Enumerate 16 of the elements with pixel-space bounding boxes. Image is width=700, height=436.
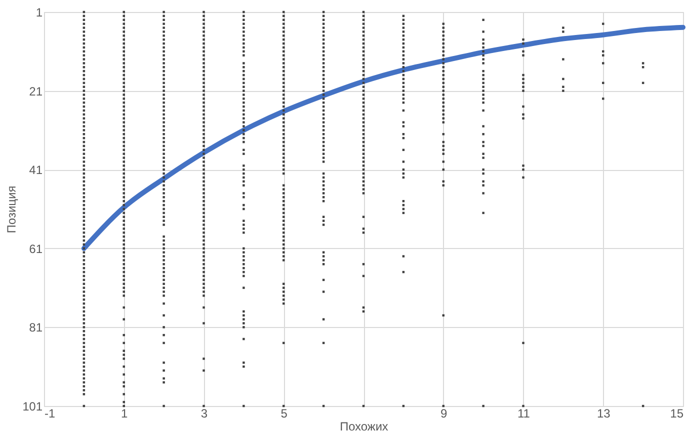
x-tick-label: 9 <box>440 406 448 420</box>
x-tick-label: 11 <box>518 406 530 420</box>
y-tick-label: 81 <box>29 320 43 335</box>
y-tick-label: 61 <box>29 242 43 256</box>
y-tick-label: 1 <box>36 6 43 20</box>
x-tick-label: 5 <box>280 406 288 420</box>
x-tick-label: 15 <box>670 406 684 420</box>
x-tick-label: 1 <box>121 406 128 420</box>
x-tick-label: -1 <box>44 406 56 420</box>
y-tick-label: 21 <box>29 84 43 98</box>
y-axis-title: Позиция <box>4 186 18 234</box>
x-axis-title: Похожих <box>340 420 388 434</box>
x-tick-label: 3 <box>200 406 208 420</box>
y-tick-label: 101 <box>22 400 43 414</box>
y-tick-label: 41 <box>29 163 43 178</box>
x-tick-label: 13 <box>596 406 611 420</box>
